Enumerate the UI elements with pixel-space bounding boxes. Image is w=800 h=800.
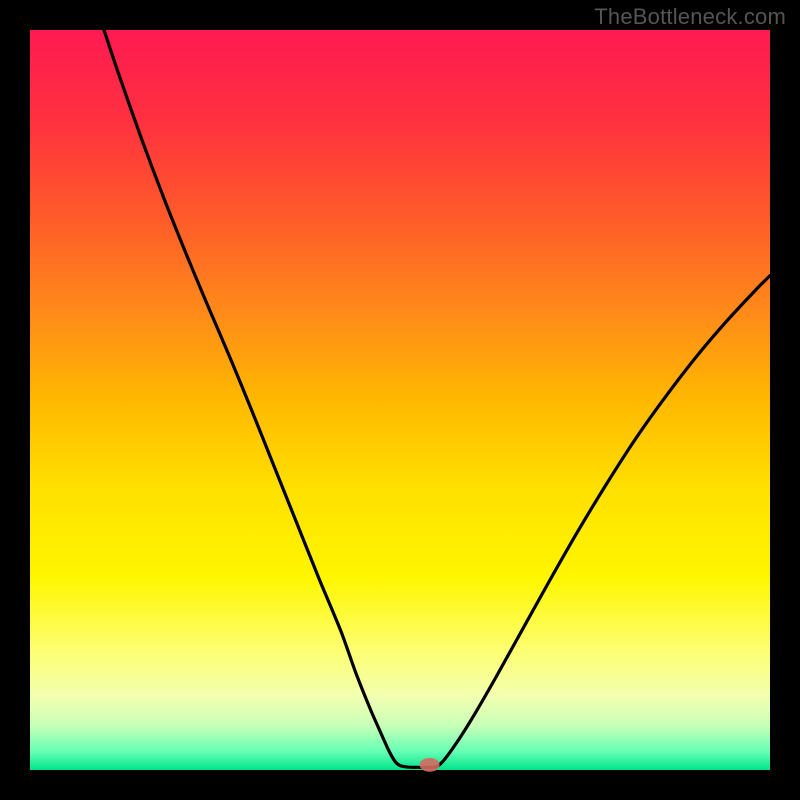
chart-stage: TheBottleneck.com [0,0,800,800]
watermark-text: TheBottleneck.com [594,4,786,30]
optimal-marker [420,758,440,772]
bottleneck-chart-svg [0,0,800,800]
